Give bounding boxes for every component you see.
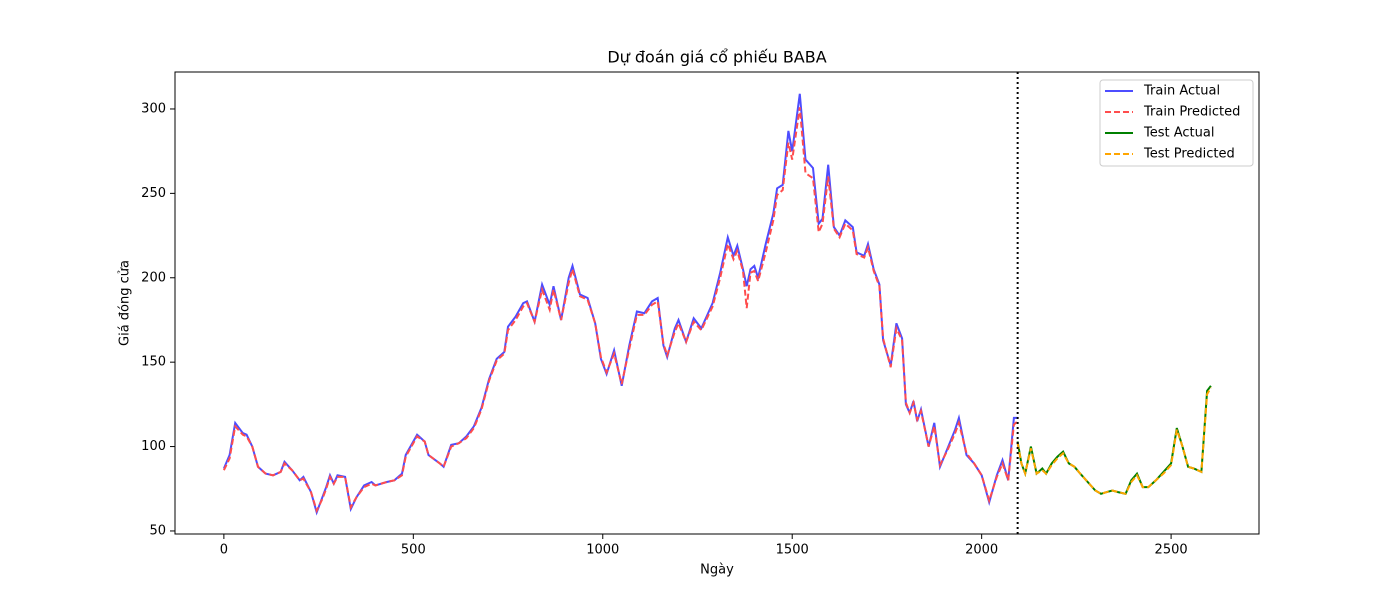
y-tick-label: 300 [141,101,166,116]
chart-title: Dự đoán giá cổ phiếu BABA [607,48,826,67]
y-tick-label: 200 [141,270,166,285]
y-axis-label: Giá đóng cửa [118,260,133,346]
legend-label: Test Actual [1143,126,1214,141]
x-axis-label: Ngày [700,563,734,578]
legend-label: Train Actual [1143,84,1220,99]
x-tick-label: 2500 [1155,543,1188,558]
plot-area [174,71,1260,535]
series-line [222,93,1018,516]
legend-box [1099,79,1254,167]
legend-label: Test Predicted [1143,147,1235,162]
x-tick-label: 2000 [965,543,998,558]
y-tick-label: 150 [141,355,166,370]
x-tick-label: 0 [220,543,228,558]
x-tick-label: 1500 [776,543,809,558]
y-tick-label: 50 [149,523,166,538]
x-tick-label: 500 [401,543,426,558]
series-line [1016,387,1212,495]
legend-label: Train Predicted [1143,105,1240,120]
series-line [222,107,1019,514]
y-tick-label: 100 [141,439,166,454]
x-tick-label: 1000 [586,543,619,558]
y-tick-label: 250 [141,186,166,201]
